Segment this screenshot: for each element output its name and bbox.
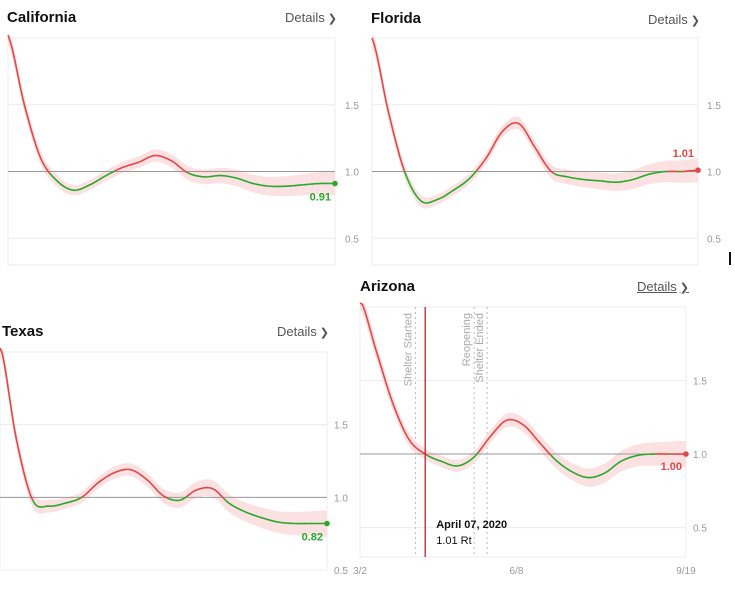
uncertainty-band	[8, 34, 335, 197]
series-line	[186, 486, 225, 500]
series-line	[32, 496, 83, 508]
end-point	[695, 167, 701, 173]
chart-title: California	[7, 9, 77, 26]
series-line	[167, 495, 188, 502]
series-line	[476, 121, 555, 174]
details-label[interactable]: Details	[648, 12, 688, 27]
end-value-label: 1.01	[673, 148, 694, 160]
tooltip-value: 1.01 Rt	[436, 535, 471, 547]
chart-title: Florida	[371, 10, 422, 27]
details-link[interactable]: Details ❯	[285, 10, 337, 25]
series-line	[359, 302, 428, 457]
x-tick-label: 6/8	[510, 566, 524, 577]
details-link[interactable]: Details ❯	[637, 279, 689, 294]
chart-california: 1.5 1.0 0.5 0.91	[7, 34, 359, 266]
end-point	[324, 520, 330, 527]
series-line	[403, 170, 478, 204]
chevron-right-icon: ❯	[319, 327, 329, 339]
chevron-right-icon: ❯	[327, 13, 337, 25]
details-link[interactable]: Details ❯	[277, 324, 329, 339]
event-label: Reopening	[461, 313, 473, 366]
end-value-label: 0.91	[310, 192, 331, 204]
event-label: Shelter Ended	[474, 313, 486, 383]
end-point	[332, 180, 338, 187]
series-line	[371, 37, 406, 172]
chevron-right-icon: ❯	[690, 15, 700, 27]
details-label[interactable]: Details	[285, 10, 325, 25]
details-link[interactable]: Details ❯	[648, 12, 700, 27]
series-line	[427, 451, 480, 467]
series-line	[81, 468, 169, 500]
plot-frame	[359, 306, 687, 558]
series-line	[553, 170, 668, 184]
series-line	[115, 154, 189, 174]
x-tick-label: 3/2	[353, 566, 367, 577]
y-tick-label: 1.5	[707, 101, 721, 112]
end-value-label: 0.82	[302, 531, 323, 543]
y-tick-label: 1.5	[334, 421, 348, 432]
chart-title: Texas	[2, 323, 44, 340]
chart-title: Arizona	[360, 278, 416, 295]
plot-frame	[7, 37, 336, 266]
chevron-right-icon: ❯	[679, 282, 689, 294]
y-tick-label: 0.5	[707, 234, 721, 245]
end-point	[683, 451, 689, 457]
plot-frame	[371, 37, 699, 266]
scrollbar-marker	[729, 252, 731, 265]
chart-florida: 1.5 1.0 0.5 1.01	[371, 34, 721, 266]
series-line	[550, 453, 656, 479]
y-tick-label: 0.5	[345, 234, 359, 245]
chart-texas: 1.5 1.0 0.5 0.82	[0, 347, 348, 577]
uncertainty-band	[0, 348, 327, 537]
series-line	[49, 169, 116, 192]
series-line	[187, 172, 336, 188]
y-tick-label: 1.5	[345, 101, 359, 112]
event-label: Shelter Started	[402, 313, 414, 386]
x-tick-label: 9/19	[676, 566, 696, 577]
y-tick-label: 1.0	[707, 168, 721, 179]
details-label[interactable]: Details	[637, 279, 677, 294]
y-tick-label: 1.0	[345, 168, 359, 179]
series-line	[478, 418, 552, 456]
details-label[interactable]: Details	[277, 324, 317, 339]
y-tick-label: 0.5	[693, 524, 707, 535]
y-tick-label: 1.0	[693, 450, 707, 461]
y-tick-label: 1.0	[334, 493, 348, 504]
end-value-label: 1.00	[661, 461, 682, 473]
y-tick-label: 1.5	[693, 377, 707, 388]
y-tick-label: 0.5	[334, 566, 348, 577]
series-line	[0, 347, 34, 501]
series-line	[7, 35, 51, 175]
series-line	[223, 498, 327, 525]
tooltip-date: April 07, 2020	[436, 519, 507, 531]
